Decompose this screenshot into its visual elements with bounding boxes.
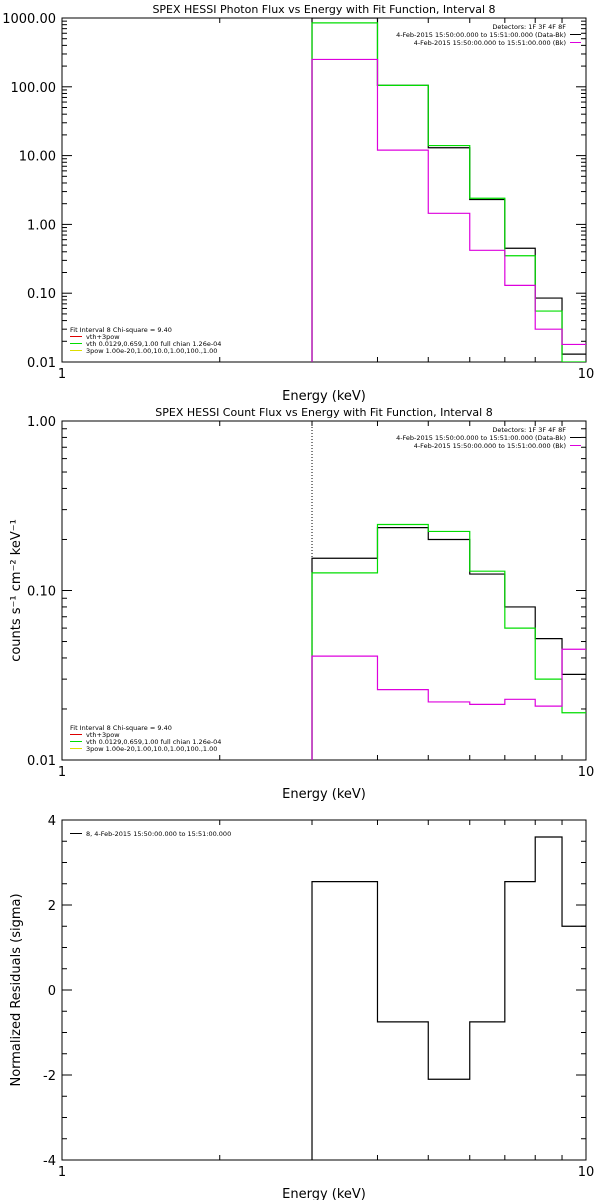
y-tick-label: 0 (48, 984, 56, 999)
y-tick-label: 4 (48, 814, 56, 829)
y-tick-label: 0.10 (27, 287, 56, 302)
series-line-3 (311, 648, 586, 760)
legend-entry: vth 0.0129,0.659,1.00 full chian 1.26e-0… (86, 340, 221, 348)
chart-title: SPEX HESSI Count Flux vs Energy with Fit… (155, 406, 492, 419)
series-line-1 (311, 836, 586, 1160)
data-layer (311, 836, 586, 1160)
plot-frame (61, 819, 587, 1161)
legend-entry: Detectors: 1F 3F 4F 8F (492, 23, 566, 31)
y-tick-label: 2 (48, 899, 56, 914)
y-tick-label: 0.01 (27, 754, 56, 769)
x-axis-label: Energy (keV) (282, 389, 366, 404)
legend-entry: Detectors: 1F 3F 4F 8F (492, 426, 566, 434)
y-tick-label: 0.10 (27, 585, 56, 600)
y-tick-label: 1.00 (27, 218, 56, 233)
data-layer (311, 421, 586, 760)
y-tick-label: 1000.00 (2, 12, 56, 27)
series-line-1 (311, 527, 586, 760)
legend-entry: vth 0.0129,0.659,1.00 full chian 1.26e-0… (86, 738, 221, 746)
x-tick-label: 10 (578, 367, 595, 382)
series-line-2 (311, 523, 586, 760)
legend-entry: vth+3pow (86, 333, 120, 341)
y-tick-label: 0.01 (27, 356, 56, 371)
chart-title: SPEX HESSI Photon Flux vs Energy with Fi… (152, 3, 495, 16)
legend-entry: 4-Feb-2015 15:50:00.000 to 15:51:00.000 … (414, 442, 566, 450)
legend-entry: 3pow 1.00e-20,1.00,10.0,1.00,100.,1.00 (86, 745, 217, 753)
legend-entry: 4-Feb-2015 15:50:00.000 to 15:51:00.000 … (414, 39, 566, 47)
legend-entry: Fit Interval 8 Chi-square = 9.40 (70, 724, 172, 732)
series-line-1 (311, 18, 586, 362)
x-axis-label: Energy (keV) (282, 1187, 366, 1200)
y-axis-label: Normalized Residuals (sigma) (9, 893, 24, 1086)
y-tick-label: 100.00 (11, 81, 57, 96)
y-tick-label: -2 (43, 1069, 56, 1084)
x-axis-label: Energy (keV) (282, 787, 366, 802)
plot-frame (61, 17, 587, 363)
legend-entry: 8, 4-Feb-2015 15:50:00.000 to 15:51:00.0… (86, 830, 231, 838)
series-line-3 (311, 58, 586, 362)
y-tick-label: 10.00 (19, 150, 56, 165)
x-tick-label: 1 (58, 367, 66, 382)
chart-panel-2: SPEX HESSI Count Flux vs Energy with Fit… (9, 406, 594, 802)
y-axis-label: counts s⁻¹ cm⁻² keV⁻¹ (9, 519, 24, 662)
x-tick-label: 1 (58, 765, 66, 780)
series-line-2 (311, 22, 586, 362)
legend-entry: 3pow 1.00e-20,1.00,10.0,1.00,100.,1.00 (86, 347, 217, 355)
data-layer (311, 18, 586, 362)
x-tick-label: 1 (58, 1165, 66, 1180)
y-tick-label: 1.00 (27, 415, 56, 430)
legend-entry: Fit Interval 8 Chi-square = 9.40 (70, 326, 172, 334)
y-tick-label: -4 (43, 1154, 56, 1169)
plot-frame (61, 420, 587, 761)
x-tick-label: 10 (578, 765, 595, 780)
legend-entry: vth+3pow (86, 731, 120, 739)
chart-panel-1: SPEX HESSI Photon Flux vs Energy with Fi… (2, 3, 594, 404)
legend-entry: 4-Feb-2015 15:50:00.000 to 15:51:00.000 … (396, 31, 566, 39)
legend-entry: 4-Feb-2015 15:50:00.000 to 15:51:00.000 … (396, 434, 566, 442)
chart-panel-3: 1 10 -4 -2 0 2 4 Energy (keV) Normalized Residua… (9, 814, 594, 1200)
x-tick-label: 10 (578, 1165, 595, 1180)
